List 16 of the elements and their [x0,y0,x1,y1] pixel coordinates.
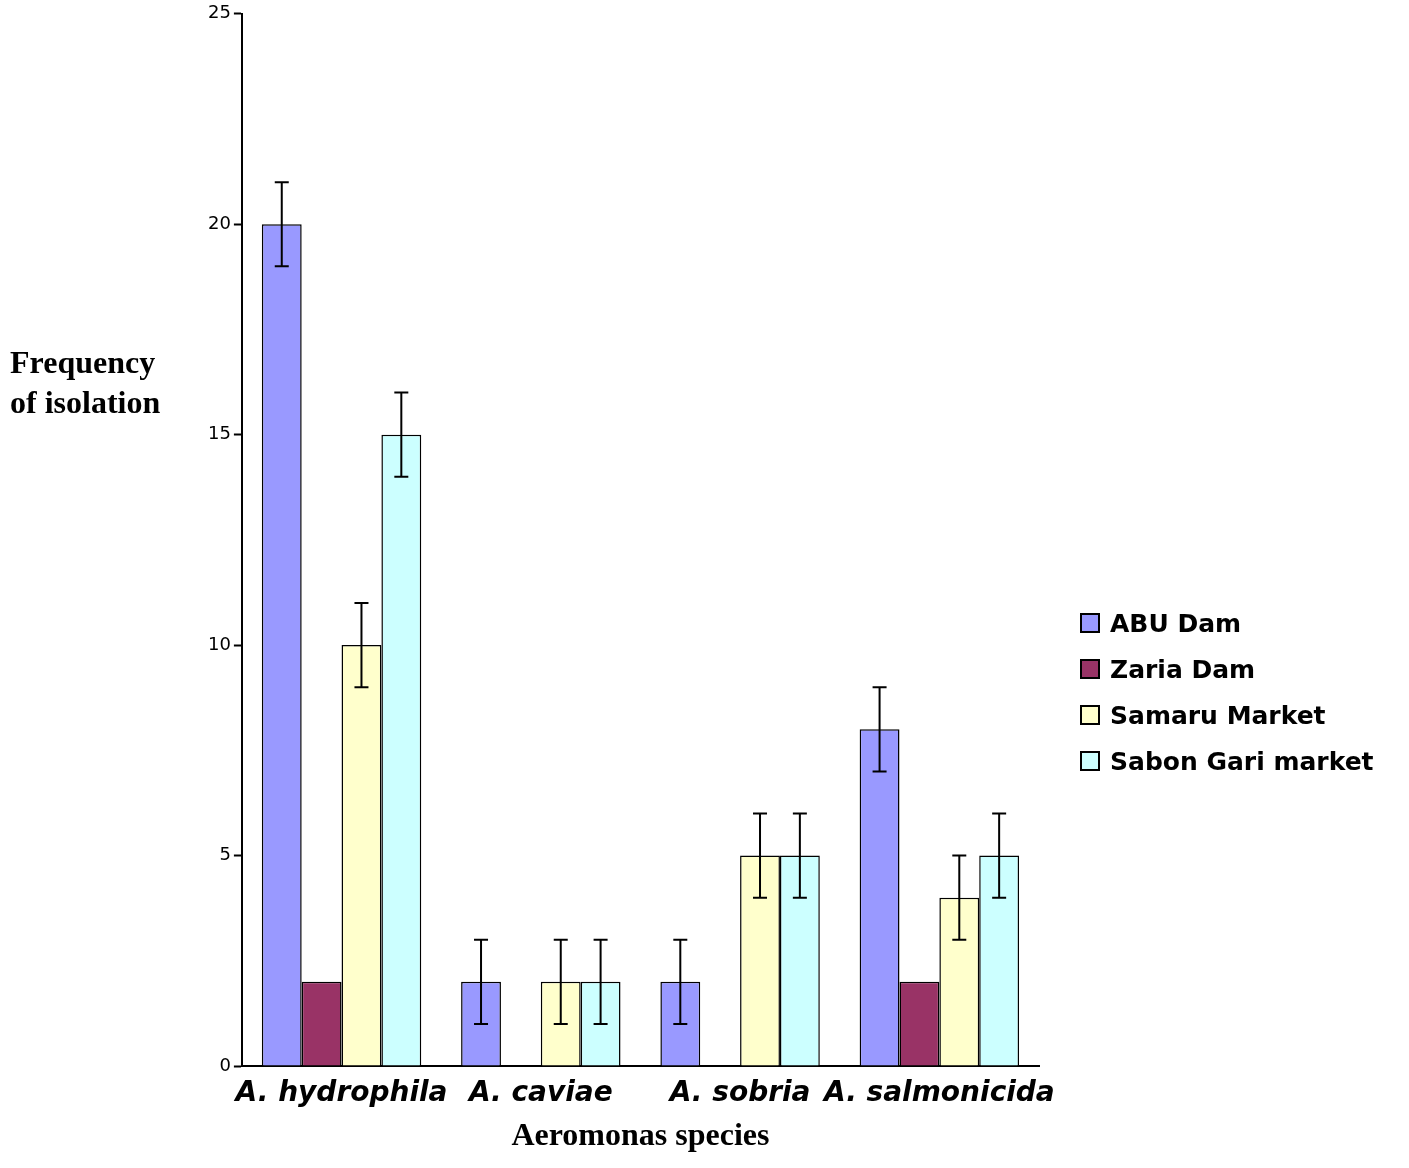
x-tick-label: A. hydrophila [233,1075,448,1109]
x-tick-label: A. salmonicida [821,1075,1055,1109]
x-tick-label: A. caviae [466,1075,613,1109]
y-tick-label: 0 [219,1053,231,1075]
y-tick-label: 25 [208,1,231,23]
legend-label: Zaria Dam [1110,654,1256,684]
legend-label: Samaru Market [1110,700,1326,730]
y-axis-title: Frequency of isolation [10,343,162,422]
legend-label: Sabon Gari market [1110,746,1374,776]
legend-label: ABU Dam [1110,608,1242,638]
y-tick-label: 10 [208,632,231,654]
y-tick-label: 20 [208,211,231,233]
y-tick-label: 5 [219,843,231,865]
x-axis-title: Aeromonas species [511,1116,770,1153]
x-tick-label: A. sobria [667,1075,811,1109]
y-tick-label: 15 [208,422,231,444]
